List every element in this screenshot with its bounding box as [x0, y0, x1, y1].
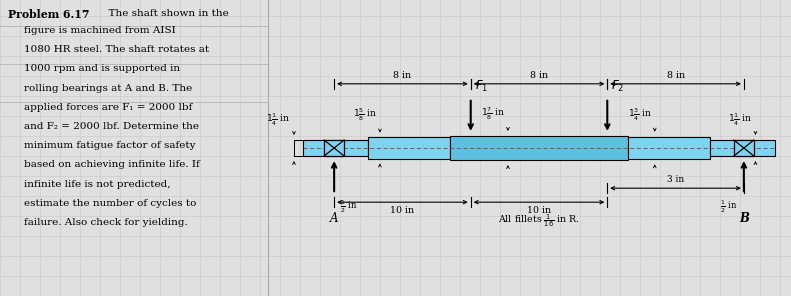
Text: $1\frac{5}{8}$ in: $1\frac{5}{8}$ in — [353, 107, 377, 123]
Text: 1080 HR steel. The shaft rotates at: 1080 HR steel. The shaft rotates at — [24, 45, 209, 54]
Text: $1\frac{1}{4}$ in: $1\frac{1}{4}$ in — [266, 111, 290, 128]
Text: All fillets $\frac{1}{16}$ in R.: All fillets $\frac{1}{16}$ in R. — [498, 212, 580, 229]
Bar — [744, 140, 774, 156]
Text: and F₂ = 2000 lbf. Determine the: and F₂ = 2000 lbf. Determine the — [24, 122, 199, 131]
Text: $\frac{1}{2}$ in: $\frac{1}{2}$ in — [340, 198, 358, 215]
Text: $1\frac{7}{8}$ in: $1\frac{7}{8}$ in — [481, 105, 505, 122]
Text: 8 in: 8 in — [667, 71, 685, 80]
Text: 10 in: 10 in — [391, 206, 414, 215]
Text: $1\frac{3}{4}$ in: $1\frac{3}{4}$ in — [627, 106, 652, 123]
Text: infinite life is not predicted,: infinite life is not predicted, — [24, 180, 171, 189]
Text: minimum fatigue factor of safety: minimum fatigue factor of safety — [24, 141, 195, 150]
Text: estimate the number of cycles to: estimate the number of cycles to — [24, 199, 196, 208]
Text: 8 in: 8 in — [530, 71, 548, 80]
Text: $\frac{1}{2}$ in: $\frac{1}{2}$ in — [721, 198, 738, 215]
Text: failure. Also check for yielding.: failure. Also check for yielding. — [24, 218, 187, 227]
Text: $1\frac{1}{4}$ in: $1\frac{1}{4}$ in — [729, 111, 752, 128]
Bar — [450, 136, 628, 160]
Text: B: B — [739, 212, 749, 225]
Bar — [710, 140, 744, 156]
Text: figure is machined from AISI: figure is machined from AISI — [24, 26, 176, 35]
Bar — [369, 137, 450, 159]
Bar — [628, 137, 710, 159]
Text: applied forces are F₁ = 2000 lbf: applied forces are F₁ = 2000 lbf — [24, 103, 192, 112]
Text: 3 in: 3 in — [667, 175, 684, 184]
Bar — [334, 140, 369, 156]
Text: based on achieving infinite life. If: based on achieving infinite life. If — [24, 160, 200, 169]
Text: 8 in: 8 in — [393, 71, 411, 80]
Text: 10 in: 10 in — [527, 206, 551, 215]
Text: A: A — [330, 212, 339, 225]
Bar — [324, 140, 344, 156]
Text: $F_1$: $F_1$ — [475, 79, 488, 94]
Text: $F_2$: $F_2$ — [611, 79, 624, 94]
Text: Problem 6.17: Problem 6.17 — [8, 9, 89, 20]
Text: rolling bearings at A and B. The: rolling bearings at A and B. The — [24, 83, 192, 93]
Text: The shaft shown in the: The shaft shown in the — [102, 9, 229, 18]
Bar — [304, 140, 334, 156]
Bar — [734, 140, 754, 156]
Text: 1000 rpm and is supported in: 1000 rpm and is supported in — [24, 65, 180, 73]
